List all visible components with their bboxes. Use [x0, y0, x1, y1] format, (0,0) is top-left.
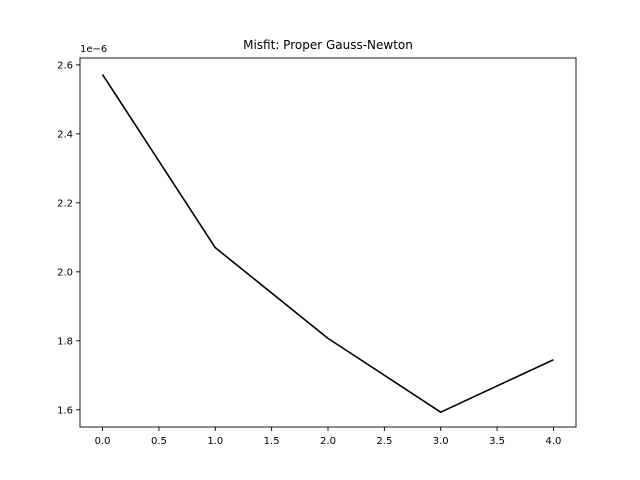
- x-tick-label: 0.0: [95, 436, 111, 447]
- x-tick-label: 0.5: [151, 436, 167, 447]
- x-tick-label: 2.0: [320, 436, 336, 447]
- plot-frame: [79, 57, 577, 428]
- y-tick-label: 1.6: [57, 405, 73, 416]
- y-tick-label: 1.8: [57, 336, 73, 347]
- y-tick-label: 2.4: [57, 129, 73, 140]
- y-tick-label: 2.6: [57, 60, 73, 71]
- x-tick-label: 3.0: [433, 436, 449, 447]
- y-offset-label: 1e−6: [80, 44, 107, 55]
- x-axis: 0.0 0.5 1.0 1.5 2.0 2.5 3.0 3.5 4.0: [95, 427, 562, 447]
- x-tick-label: 1.5: [264, 436, 280, 447]
- x-tick-label: 3.5: [489, 436, 505, 447]
- x-tick-label: 4.0: [546, 436, 562, 447]
- y-tick-label: 2.0: [57, 267, 73, 278]
- x-tick-label: 1.0: [207, 436, 223, 447]
- x-tick-label: 2.5: [376, 436, 392, 447]
- y-axis: 1.6 1.8 2.0 2.2 2.4 2.6: [57, 60, 80, 416]
- series-line: [101, 74, 554, 413]
- y-tick-label: 2.2: [57, 198, 73, 209]
- chart-title: Misfit: Proper Gauss-Newton: [243, 38, 413, 52]
